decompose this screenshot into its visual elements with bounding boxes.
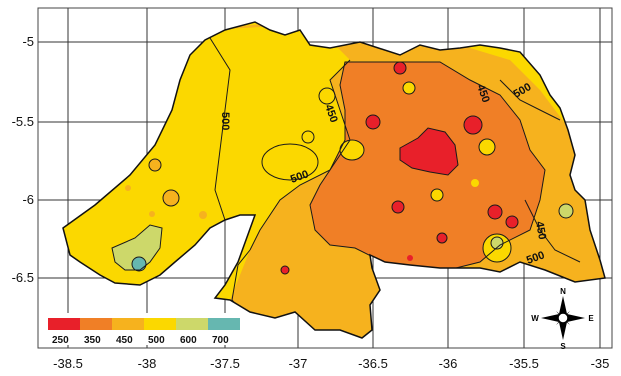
contour-label: 500 — [219, 112, 231, 130]
contour-label: 450 — [322, 103, 340, 124]
compass-rose-icon: N S E W — [531, 287, 594, 351]
legend: 250 350 450 500 600 700 — [44, 313, 244, 346]
contour-label: 500 — [289, 168, 310, 186]
compass-east: E — [588, 314, 594, 323]
legend-swatch — [80, 318, 112, 330]
legend-label: 350 — [84, 335, 101, 346]
legend-label: 250 — [52, 335, 69, 346]
x-axis-ticks: -38.5 -38 -37.5 -37 -36.5 -36 -35.5 -35 — [53, 356, 609, 371]
x-tick-label: -36.5 — [358, 356, 388, 371]
contour-label: 450 — [533, 220, 548, 240]
y-axis-ticks: -5 -5.5 -6 -6.5 — [12, 34, 34, 285]
x-tick-label: -35 — [591, 356, 610, 371]
y-tick-label: -5 — [22, 34, 34, 49]
x-tick-label: -35.5 — [509, 356, 539, 371]
x-tick-label: -37.5 — [210, 356, 240, 371]
x-tick-label: -38 — [138, 356, 157, 371]
compass-south: S — [560, 342, 566, 351]
legend-swatch — [208, 318, 240, 330]
legend-swatch — [144, 318, 176, 330]
state-boundary — [62, 21, 606, 339]
x-tick-label: -37 — [289, 356, 308, 371]
y-tick-label: -6.5 — [12, 270, 34, 285]
contour-label: 500 — [525, 249, 546, 267]
legend-label: 450 — [116, 335, 133, 346]
plot-frame — [37, 7, 613, 349]
legend-swatch — [176, 318, 208, 330]
compass-west: W — [531, 314, 539, 323]
y-tick-label: -6 — [22, 192, 34, 207]
contour-lines — [111, 29, 581, 338]
y-tick-label: -5.5 — [12, 114, 34, 129]
x-tick-label: -36 — [439, 356, 458, 371]
contour-label: 450 — [474, 83, 492, 104]
legend-label: 600 — [180, 335, 197, 346]
legend-label: 700 — [212, 335, 229, 346]
legend-label: 500 — [148, 335, 165, 346]
compass-north: N — [560, 287, 566, 296]
x-tick-label: -38.5 — [53, 356, 83, 371]
legend-swatch — [112, 318, 144, 330]
legend-swatch — [48, 318, 80, 330]
